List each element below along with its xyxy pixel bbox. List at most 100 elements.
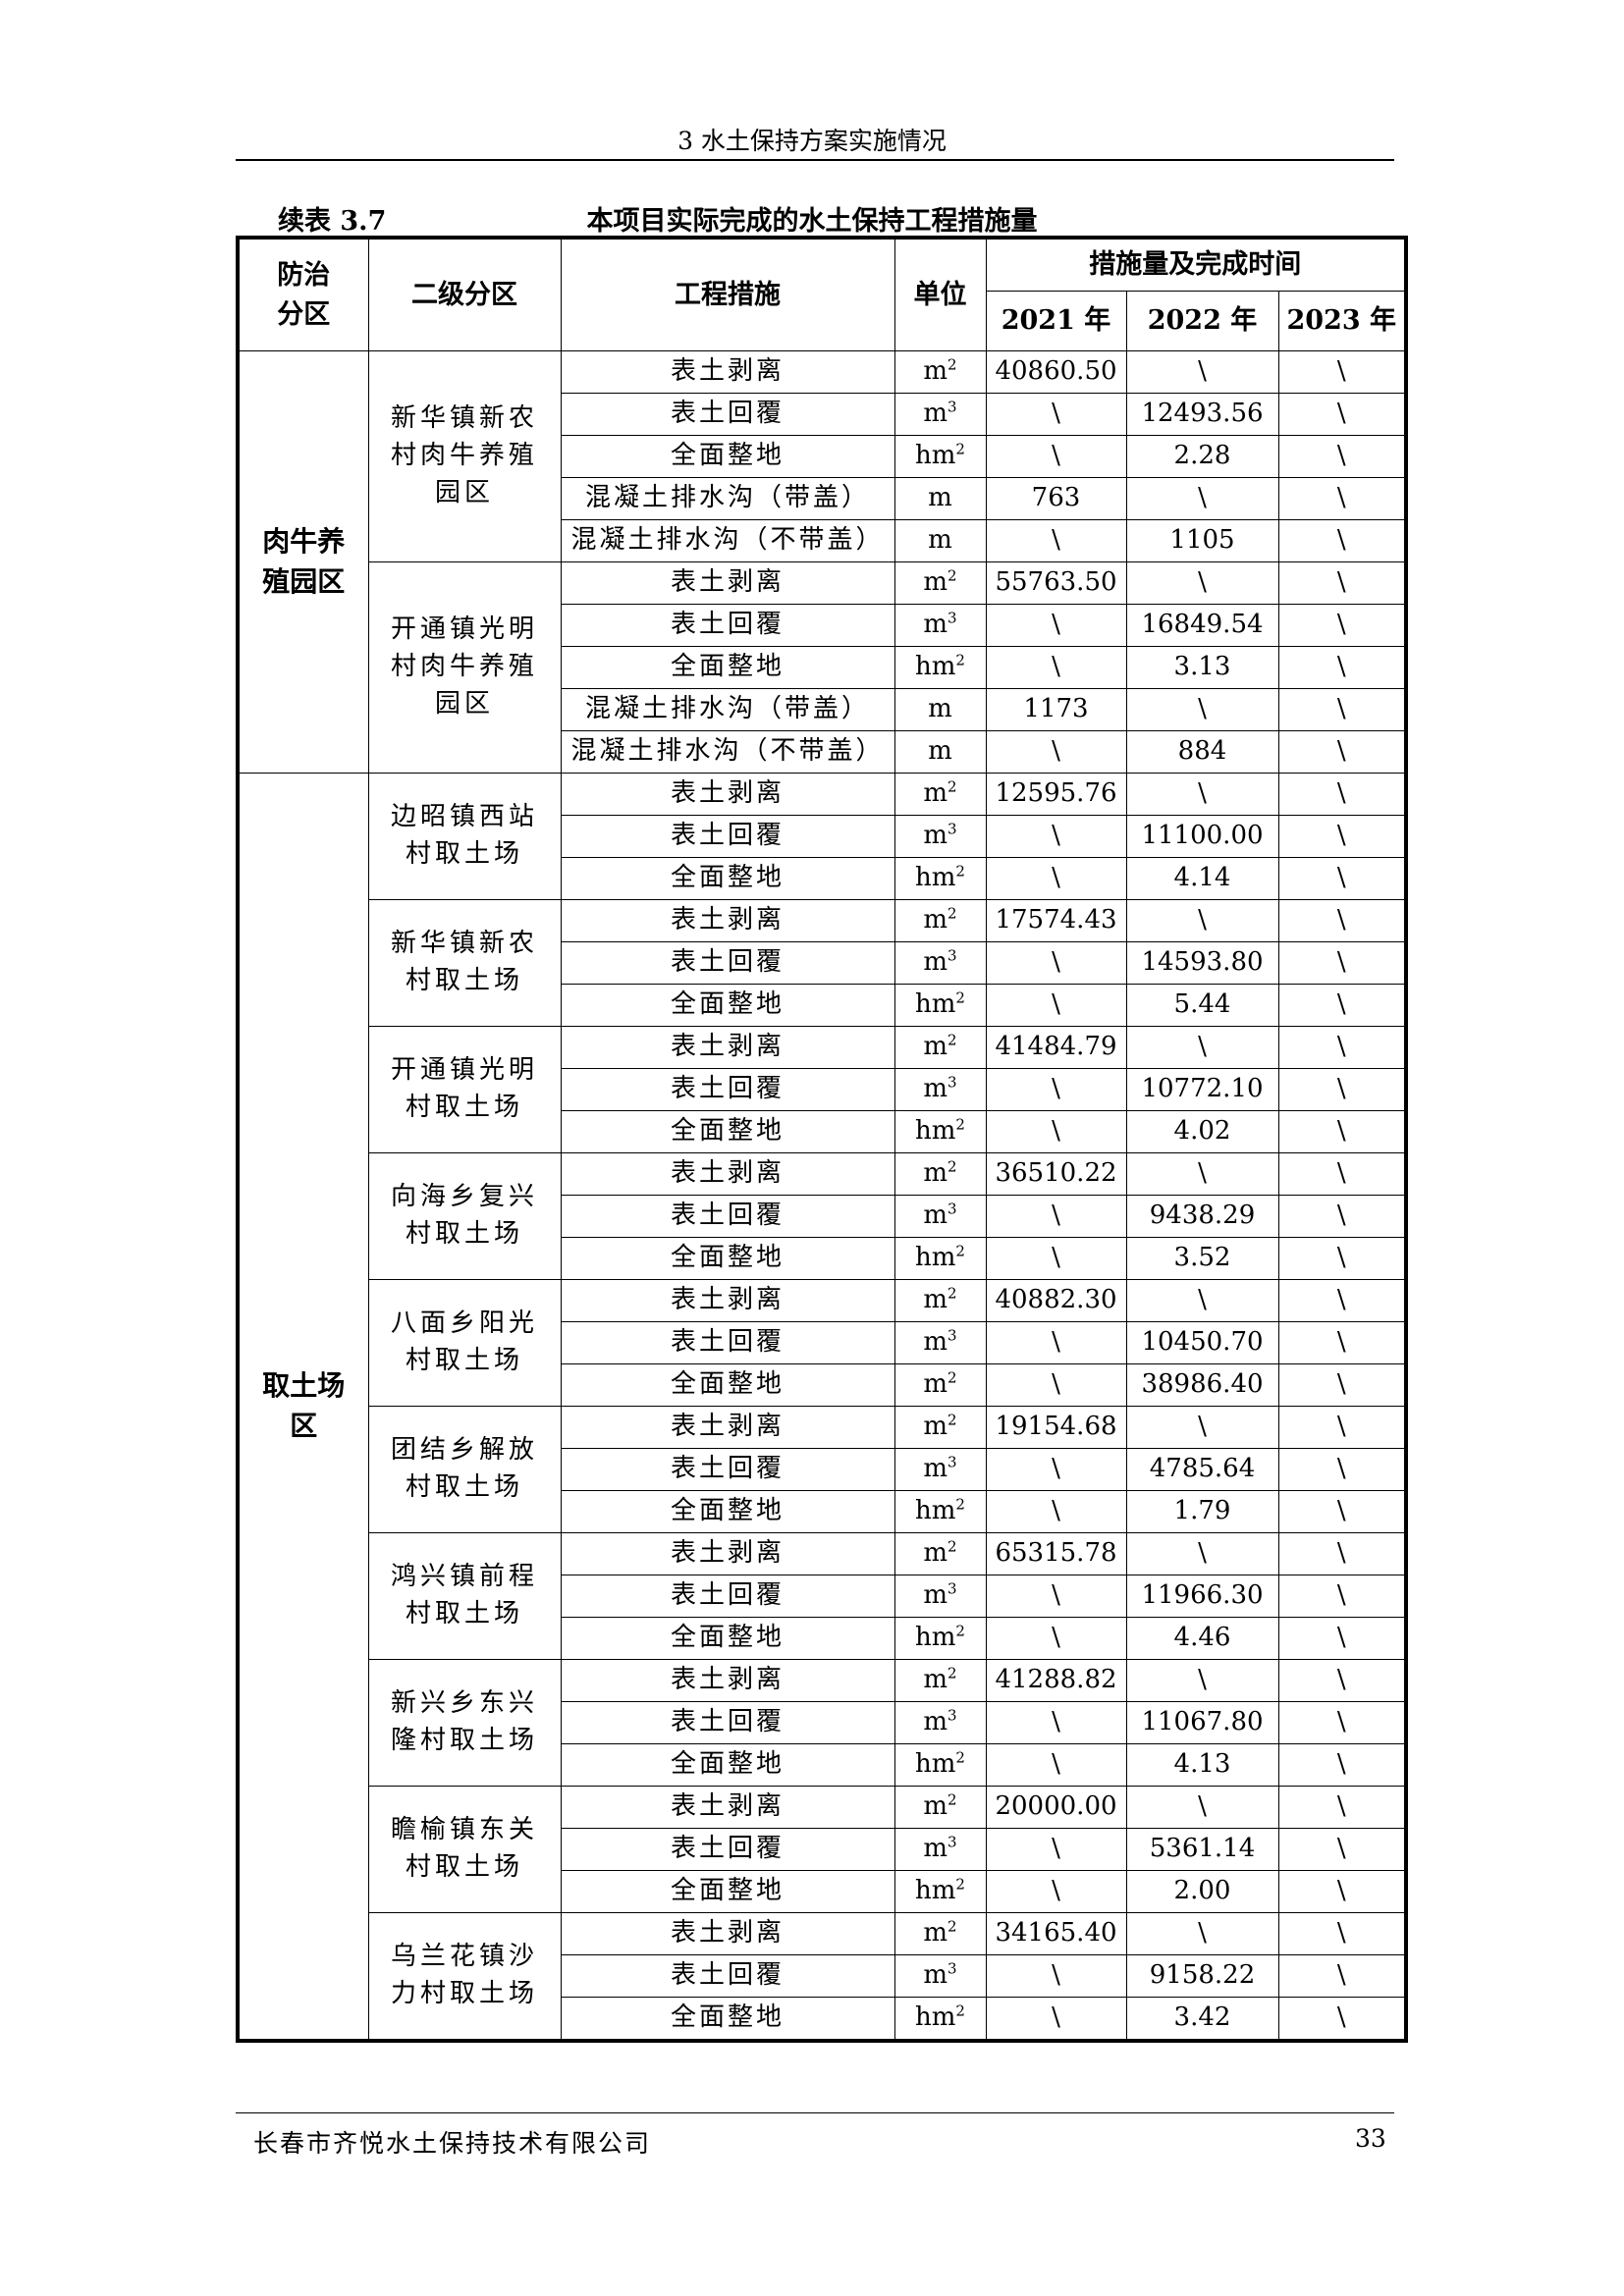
subzone-cell: 鸿兴镇前程村取土场 <box>367 1532 562 1660</box>
table-row: 表土回覆 m3 \ 11067.80 \ <box>238 1701 1407 1744</box>
table-row: 混凝土排水沟（不带盖） m \ 1105 \ <box>238 519 1407 562</box>
unit-exponent: 2 <box>947 1284 957 1303</box>
table-row: 全面整地 hm2 \ 4.13 \ <box>238 1743 1407 1787</box>
value-2022-cell: 4.02 <box>1125 1110 1279 1153</box>
subzone-cell: 新华镇新农村取土场 <box>367 899 562 1027</box>
unit-cell: hm2 <box>893 646 987 689</box>
measure-cell: 表土剥离 <box>560 1786 895 1829</box>
value-2023-cell: \ <box>1277 561 1407 605</box>
value-2022-cell: 16849.54 <box>1125 604 1279 647</box>
unit-exponent: 2 <box>947 777 957 796</box>
measure-cell: 表土回覆 <box>560 815 895 858</box>
value-2021-cell: \ <box>985 1701 1127 1744</box>
value-2023-cell: \ <box>1277 773 1407 816</box>
measure-cell: 表土剥离 <box>560 1026 895 1069</box>
value-2023-cell: \ <box>1277 1575 1407 1618</box>
value-2022-cell: 3.52 <box>1125 1237 1279 1280</box>
value-2021-cell: \ <box>985 1997 1127 2042</box>
value-2023-cell: \ <box>1277 1786 1407 1829</box>
value-2022-cell: 9438.29 <box>1125 1195 1279 1238</box>
value-2021-cell: \ <box>985 1575 1127 1618</box>
table-number: 续表 3.7 <box>278 206 387 237</box>
subzone-cell: 八面乡阳光村取土场 <box>367 1279 562 1407</box>
value-2022-cell: 12493.56 <box>1125 393 1279 436</box>
value-2021-cell: \ <box>985 1110 1127 1153</box>
table-row: 乌兰花镇沙力村取土场 表土剥离 m2 34165.40 \ \ <box>238 1912 1407 2042</box>
value-2021-cell: 17574.43 <box>985 899 1127 942</box>
unit-exponent: 2 <box>947 355 957 374</box>
unit-cell: m <box>893 477 987 520</box>
value-2021-cell: \ <box>985 1490 1127 1533</box>
value-2023-cell: \ <box>1277 688 1407 731</box>
unit-exponent: 3 <box>947 1833 957 1851</box>
subzone-cell: 开通镇光明村取土场 <box>367 1026 562 1153</box>
value-2023-cell: \ <box>1277 519 1407 562</box>
value-2022-cell: \ <box>1125 1786 1279 1829</box>
table-row: 表土回覆 m3 \ 10772.10 \ <box>238 1068 1407 1111</box>
measure-cell: 表土剥离 <box>560 1532 895 1575</box>
value-2022-cell: 1105 <box>1125 519 1279 562</box>
unit-exponent: 2 <box>955 2002 965 2020</box>
unit-exponent: 2 <box>947 1917 957 1936</box>
value-2021-cell: \ <box>985 1363 1127 1407</box>
value-2021-cell: 12595.76 <box>985 773 1127 816</box>
value-2023-cell: \ <box>1277 477 1407 520</box>
measure-cell: 表土回覆 <box>560 1195 895 1238</box>
measure-cell: 全面整地 <box>560 857 895 900</box>
table-row: 表土回覆 m3 \ 10450.70 \ <box>238 1321 1407 1364</box>
measure-cell: 全面整地 <box>560 984 895 1027</box>
unit-cell: m2 <box>893 1026 987 1069</box>
measure-cell: 全面整地 <box>560 646 895 689</box>
value-2023-cell: \ <box>1277 899 1407 942</box>
running-header: 3 水土保持方案实施情况 <box>677 127 947 155</box>
value-2021-cell: 41288.82 <box>985 1659 1127 1702</box>
table-row: 全面整地 m2 \ 38986.40 \ <box>238 1363 1407 1407</box>
measure-cell: 表土剥离 <box>560 1912 895 1955</box>
table-row: 全面整地 hm2 \ 4.02 \ <box>238 1110 1407 1153</box>
value-2021-cell: \ <box>985 1237 1127 1280</box>
value-2023-cell: \ <box>1277 1997 1407 2042</box>
value-2023-cell: \ <box>1277 1828 1407 1871</box>
value-2022-cell: 5.44 <box>1125 984 1279 1027</box>
value-2022-cell: 3.13 <box>1125 646 1279 689</box>
value-2022-cell: 11067.80 <box>1125 1701 1279 1744</box>
unit-cell: m2 <box>893 1532 987 1575</box>
value-2022-cell: 10772.10 <box>1125 1068 1279 1111</box>
value-2021-cell: \ <box>985 815 1127 858</box>
unit-exponent: 2 <box>955 988 965 1007</box>
table-row: 混凝土排水沟（带盖） m 1173 \ \ <box>238 688 1407 731</box>
unit-exponent: 2 <box>955 1875 965 1894</box>
value-2021-cell: \ <box>985 1321 1127 1364</box>
value-2021-cell: 65315.78 <box>985 1532 1127 1575</box>
value-2023-cell: \ <box>1277 941 1407 985</box>
table-row: 表土回覆 m3 \ 14593.80 \ <box>238 941 1407 985</box>
unit-cell: m2 <box>893 1363 987 1407</box>
unit-exponent: 2 <box>947 1368 957 1387</box>
measure-cell: 混凝土排水沟（带盖） <box>560 688 895 731</box>
value-2022-cell: 14593.80 <box>1125 941 1279 985</box>
value-2022-cell: 3.42 <box>1125 1997 1279 2042</box>
value-2022-cell: \ <box>1125 688 1279 731</box>
measure-cell: 表土剥离 <box>560 1152 895 1196</box>
value-2022-cell: \ <box>1125 773 1279 816</box>
unit-exponent: 2 <box>955 440 965 458</box>
unit-exponent: 2 <box>947 1411 957 1429</box>
unit-cell: m <box>893 688 987 731</box>
unit-cell: hm2 <box>893 984 987 1027</box>
table-row: 鸿兴镇前程村取土场 表土剥离 m2 65315.78 \ \ <box>238 1532 1407 1660</box>
value-2021-cell: \ <box>985 519 1127 562</box>
value-2023-cell: \ <box>1277 435 1407 478</box>
value-2023-cell: \ <box>1277 350 1407 394</box>
measure-cell: 表土回覆 <box>560 1954 895 1998</box>
value-2022-cell: 1.79 <box>1125 1490 1279 1533</box>
value-2022-cell: 38986.40 <box>1125 1363 1279 1407</box>
measure-cell: 表土回覆 <box>560 1575 895 1618</box>
value-2023-cell: \ <box>1277 1532 1407 1575</box>
unit-cell: m3 <box>893 1068 987 1111</box>
measure-cell: 全面整地 <box>560 1237 895 1280</box>
unit-cell: hm2 <box>893 1870 987 1913</box>
unit-exponent: 2 <box>955 651 965 669</box>
measure-cell: 表土回覆 <box>560 1701 895 1744</box>
measure-cell: 全面整地 <box>560 1110 895 1153</box>
value-2023-cell: \ <box>1277 604 1407 647</box>
